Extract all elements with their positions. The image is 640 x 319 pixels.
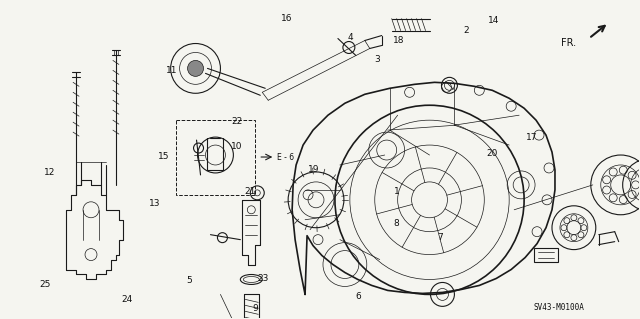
Text: 11: 11 — [166, 66, 178, 75]
Text: 22: 22 — [232, 117, 243, 126]
Text: 24: 24 — [122, 295, 132, 304]
Text: 25: 25 — [39, 280, 51, 289]
Text: 10: 10 — [232, 142, 243, 151]
Text: 16: 16 — [281, 14, 292, 23]
Text: 12: 12 — [44, 168, 55, 177]
Text: 1: 1 — [394, 187, 399, 196]
Text: SV43-M0100A: SV43-M0100A — [534, 303, 584, 312]
Text: 18: 18 — [393, 36, 404, 45]
Text: 6: 6 — [355, 292, 361, 300]
Text: E - 6: E - 6 — [276, 152, 294, 161]
Text: 8: 8 — [394, 219, 399, 227]
Text: 17: 17 — [526, 133, 538, 142]
Text: 9: 9 — [252, 304, 258, 313]
Text: 21: 21 — [244, 187, 255, 196]
Bar — [534, 248, 558, 262]
Text: 3: 3 — [374, 55, 380, 64]
Text: FR.: FR. — [561, 38, 576, 48]
Text: 2: 2 — [464, 26, 469, 35]
Text: 23: 23 — [257, 274, 268, 283]
Text: 5: 5 — [186, 276, 192, 285]
Text: 13: 13 — [148, 199, 160, 208]
Text: 20: 20 — [486, 149, 498, 158]
Circle shape — [188, 60, 204, 76]
Text: 4: 4 — [348, 33, 353, 42]
Text: 19: 19 — [308, 165, 319, 174]
Text: 7: 7 — [437, 233, 443, 242]
Text: 15: 15 — [158, 152, 170, 161]
Text: 14: 14 — [488, 16, 500, 25]
Bar — [175, 120, 255, 195]
